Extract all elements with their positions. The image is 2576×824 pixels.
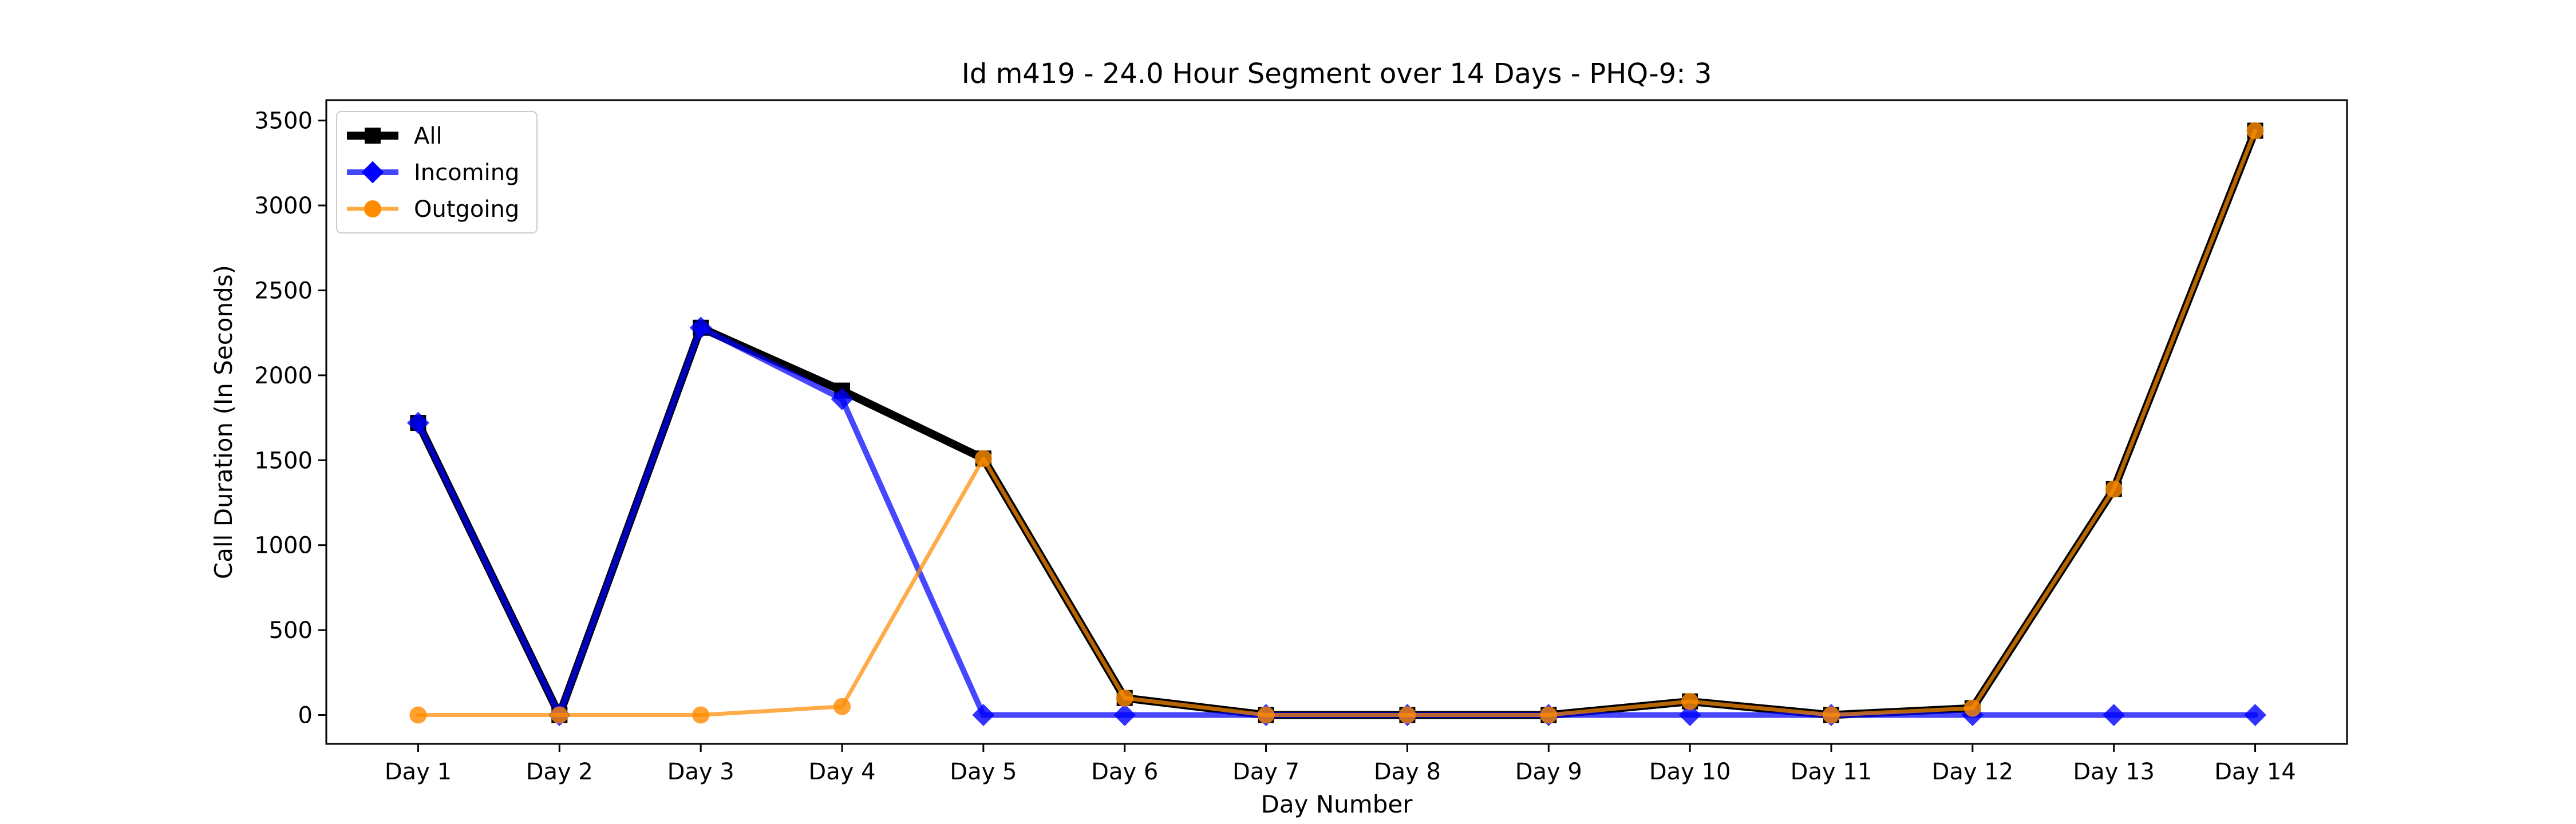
data-point-incoming-1 (407, 411, 429, 434)
y-tick-label-5: 2500 (254, 278, 313, 304)
series-incoming (407, 316, 2266, 726)
data-point-incoming-6 (1113, 704, 1136, 726)
data-point-incoming-3 (689, 316, 712, 339)
y-tick-label-1: 500 (269, 617, 313, 644)
x-tick-label-8: Day 9 (1515, 759, 1582, 785)
data-point-outgoing-13 (2105, 480, 2123, 498)
data-point-outgoing-6 (1116, 689, 1133, 707)
data-point-outgoing-14 (2246, 122, 2264, 140)
axes-layer: 0 500 1000 1500 2000 2500 3000 3500 Day 1 Day 2 Da… (254, 99, 2348, 785)
x-tick-label-0: Day 1 (385, 759, 452, 785)
data-point-incoming-4 (831, 388, 854, 410)
series-markers-all (410, 122, 2263, 723)
x-axis-label: Day Number (1261, 790, 1413, 818)
plot-frame (325, 99, 2348, 745)
series-markers-outgoing (409, 122, 2264, 724)
x-tick-label-9: Day 10 (1649, 759, 1731, 785)
y-tick-label-0: 0 (298, 703, 313, 729)
x-tick-label-5: Day 6 (1091, 759, 1158, 785)
data-point-outgoing-1 (409, 706, 427, 724)
y-tick-label-3: 1500 (254, 447, 313, 474)
data-point-outgoing-3 (692, 706, 710, 724)
legend-marker-incoming (361, 161, 384, 184)
legend-item-all: All (347, 123, 442, 149)
legend-box (336, 111, 538, 233)
legend-item-outgoing: Outgoing (347, 196, 519, 223)
legend-label-outgoing: Outgoing (414, 196, 519, 223)
data-point-outgoing-9 (1540, 706, 1558, 724)
y-tick-label-6: 3000 (254, 193, 313, 219)
x-tick-label-7: Day 8 (1374, 759, 1441, 785)
data-point-incoming-14 (2244, 704, 2266, 726)
data-point-outgoing-8 (1398, 706, 1416, 724)
x-tick-label-6: Day 7 (1232, 759, 1299, 785)
legend: All Incoming Outgoing (336, 111, 538, 233)
series-markers-incoming (407, 316, 2266, 726)
x-tick-label-12: Day 13 (2073, 759, 2155, 785)
series-all (410, 122, 2263, 723)
x-tick-label-3: Day 4 (808, 759, 875, 785)
x-tick-label-1: Day 2 (526, 759, 593, 785)
x-tick-label-4: Day 5 (950, 759, 1017, 785)
series-line-outgoing (416, 128, 2258, 718)
y-axis-label: Call Duration (In Seconds) (210, 265, 238, 579)
legend-label-all: All (414, 123, 442, 149)
series-line-all (414, 126, 2259, 719)
y-tick-label-7: 3500 (254, 108, 313, 134)
x-tick-label-11: Day 12 (1932, 759, 2014, 785)
data-point-outgoing-4 (833, 698, 851, 715)
x-tick-label-10: Day 11 (1791, 759, 1872, 785)
x-tick-label-13: Day 14 (2214, 759, 2296, 785)
data-point-outgoing-11 (1822, 706, 1840, 724)
data-point-incoming-5 (972, 704, 995, 726)
series-line-incoming (415, 324, 2258, 718)
data-point-outgoing-7 (1257, 706, 1275, 724)
data-point-incoming-13 (2103, 704, 2125, 726)
y-tick-label-2: 1000 (254, 533, 313, 559)
data-point-outgoing-12 (1963, 699, 1981, 717)
legend-label-incoming: Incoming (414, 160, 519, 186)
y-tick-label-4: 2000 (254, 363, 313, 389)
series-layer (407, 122, 2266, 726)
x-tick-label-2: Day 3 (667, 759, 734, 785)
legend-marker-all (365, 128, 381, 144)
legend-marker-outgoing (364, 200, 381, 217)
data-point-outgoing-10 (1681, 692, 1699, 710)
data-point-incoming-10 (1678, 704, 1701, 726)
legend-item-incoming: Incoming (347, 160, 519, 186)
chart-title: Id m419 - 24.0 Hour Segment over 14 Days… (962, 58, 1712, 90)
series-outgoing (409, 122, 2264, 724)
data-point-outgoing-2 (551, 706, 568, 724)
data-point-outgoing-5 (974, 450, 992, 468)
